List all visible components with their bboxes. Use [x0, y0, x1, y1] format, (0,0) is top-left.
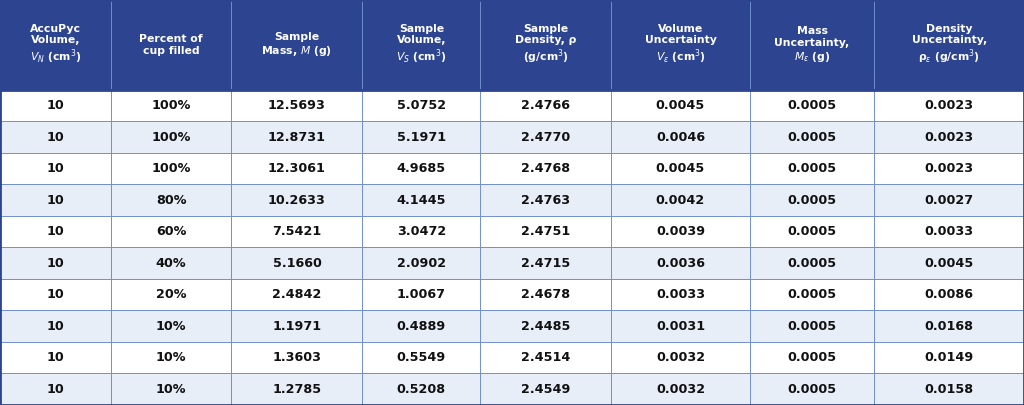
Text: 0.0005: 0.0005	[787, 99, 837, 112]
Text: 0.0005: 0.0005	[787, 288, 837, 301]
Text: 10: 10	[46, 383, 65, 396]
Bar	[0, 184, 1024, 216]
Text: 0.0045: 0.0045	[925, 257, 974, 270]
Text: 12.8731: 12.8731	[268, 131, 326, 144]
Text: 2.4751: 2.4751	[521, 225, 570, 238]
Text: 0.0031: 0.0031	[656, 320, 705, 333]
Text: Sample
Mass, $M$ (g): Sample Mass, $M$ (g)	[261, 32, 333, 58]
Text: 0.0005: 0.0005	[787, 257, 837, 270]
Text: 2.4485: 2.4485	[521, 320, 570, 333]
Text: 0.0023: 0.0023	[925, 131, 974, 144]
Text: 0.0005: 0.0005	[787, 225, 837, 238]
Text: 2.4766: 2.4766	[521, 99, 570, 112]
Text: 0.4889: 0.4889	[396, 320, 446, 333]
Text: 0.0158: 0.0158	[925, 383, 974, 396]
Text: 10: 10	[46, 288, 65, 301]
Text: 0.0032: 0.0032	[656, 383, 705, 396]
Text: 2.4514: 2.4514	[521, 351, 570, 364]
Text: 0.0149: 0.0149	[925, 351, 974, 364]
Text: 0.0086: 0.0086	[925, 288, 974, 301]
Text: 0.0032: 0.0032	[656, 351, 705, 364]
Text: 0.0045: 0.0045	[655, 162, 706, 175]
Text: 0.5549: 0.5549	[396, 351, 446, 364]
Text: 7.5421: 7.5421	[272, 225, 322, 238]
Text: 12.3061: 12.3061	[268, 162, 326, 175]
Text: 0.0023: 0.0023	[925, 162, 974, 175]
Text: 10%: 10%	[156, 320, 186, 333]
Text: 10: 10	[46, 162, 65, 175]
Text: 20%: 20%	[156, 288, 186, 301]
Text: 10: 10	[46, 99, 65, 112]
Text: 12.5693: 12.5693	[268, 99, 326, 112]
Text: 10: 10	[46, 320, 65, 333]
Text: 10.2633: 10.2633	[268, 194, 326, 207]
Text: 2.4715: 2.4715	[521, 257, 570, 270]
Text: 0.0023: 0.0023	[925, 99, 974, 112]
Text: AccuPyc
Volume,
$V_N$ (cm$^3$): AccuPyc Volume, $V_N$ (cm$^3$)	[30, 23, 81, 66]
Text: 60%: 60%	[156, 225, 186, 238]
Text: 10%: 10%	[156, 383, 186, 396]
Text: Sample
Density, ρ
(g/cm$^3$): Sample Density, ρ (g/cm$^3$)	[515, 23, 577, 66]
Text: 0.0042: 0.0042	[655, 194, 706, 207]
Text: 0.0005: 0.0005	[787, 194, 837, 207]
Bar	[0, 153, 1024, 184]
Text: Sample
Volume,
$V_S$ (cm$^3$): Sample Volume, $V_S$ (cm$^3$)	[396, 23, 446, 66]
Text: 2.0902: 2.0902	[397, 257, 445, 270]
Text: 0.0005: 0.0005	[787, 320, 837, 333]
Text: 5.1971: 5.1971	[397, 131, 445, 144]
Text: 10: 10	[46, 194, 65, 207]
Text: 10: 10	[46, 351, 65, 364]
Text: 10: 10	[46, 257, 65, 270]
Text: 40%: 40%	[156, 257, 186, 270]
Text: 0.0033: 0.0033	[925, 225, 974, 238]
Text: 0.0005: 0.0005	[787, 131, 837, 144]
Text: 4.1445: 4.1445	[396, 194, 446, 207]
Text: 10: 10	[46, 131, 65, 144]
Bar	[0, 90, 1024, 121]
Text: 100%: 100%	[152, 131, 190, 144]
Text: 100%: 100%	[152, 99, 190, 112]
Text: 0.0005: 0.0005	[787, 383, 837, 396]
Text: 0.0046: 0.0046	[656, 131, 705, 144]
Text: 10%: 10%	[156, 351, 186, 364]
Text: 0.0168: 0.0168	[925, 320, 974, 333]
Text: 0.0036: 0.0036	[656, 257, 705, 270]
Text: 10: 10	[46, 225, 65, 238]
Text: 2.4678: 2.4678	[521, 288, 570, 301]
Text: 0.0005: 0.0005	[787, 351, 837, 364]
Text: 100%: 100%	[152, 162, 190, 175]
Text: 0.0045: 0.0045	[655, 99, 706, 112]
Bar	[0, 311, 1024, 342]
Text: 2.4770: 2.4770	[521, 131, 570, 144]
Text: 1.0067: 1.0067	[397, 288, 445, 301]
Text: Density
Uncertainty,
ρ$_ε$ (g/cm$^3$): Density Uncertainty, ρ$_ε$ (g/cm$^3$)	[911, 23, 987, 66]
Text: 2.4842: 2.4842	[272, 288, 322, 301]
Text: 2.4549: 2.4549	[521, 383, 570, 396]
Text: 2.4763: 2.4763	[521, 194, 570, 207]
Bar	[0, 216, 1024, 247]
Text: Volume
Uncertainty
$V_ε$ (cm$^3$): Volume Uncertainty $V_ε$ (cm$^3$)	[644, 23, 717, 66]
Text: 3.0472: 3.0472	[396, 225, 446, 238]
Text: 0.0039: 0.0039	[656, 225, 705, 238]
Bar	[0, 247, 1024, 279]
Text: 0.0027: 0.0027	[925, 194, 974, 207]
Text: 5.1660: 5.1660	[272, 257, 322, 270]
Text: 1.3603: 1.3603	[272, 351, 322, 364]
Text: 1.1971: 1.1971	[272, 320, 322, 333]
Bar	[0, 122, 1024, 153]
Text: 5.0752: 5.0752	[397, 99, 445, 112]
Text: 0.0033: 0.0033	[656, 288, 705, 301]
Bar	[0, 342, 1024, 373]
Text: Percent of
cup filled: Percent of cup filled	[139, 34, 203, 56]
Text: 2.4768: 2.4768	[521, 162, 570, 175]
Bar	[0, 0, 1024, 90]
Text: 1.2785: 1.2785	[272, 383, 322, 396]
Bar	[0, 373, 1024, 405]
Text: 4.9685: 4.9685	[397, 162, 445, 175]
Text: Mass
Uncertainty,
$M_ε$ (g): Mass Uncertainty, $M_ε$ (g)	[774, 26, 850, 64]
Text: 80%: 80%	[156, 194, 186, 207]
Text: 0.0005: 0.0005	[787, 162, 837, 175]
Text: 0.5208: 0.5208	[397, 383, 445, 396]
Bar	[0, 279, 1024, 311]
